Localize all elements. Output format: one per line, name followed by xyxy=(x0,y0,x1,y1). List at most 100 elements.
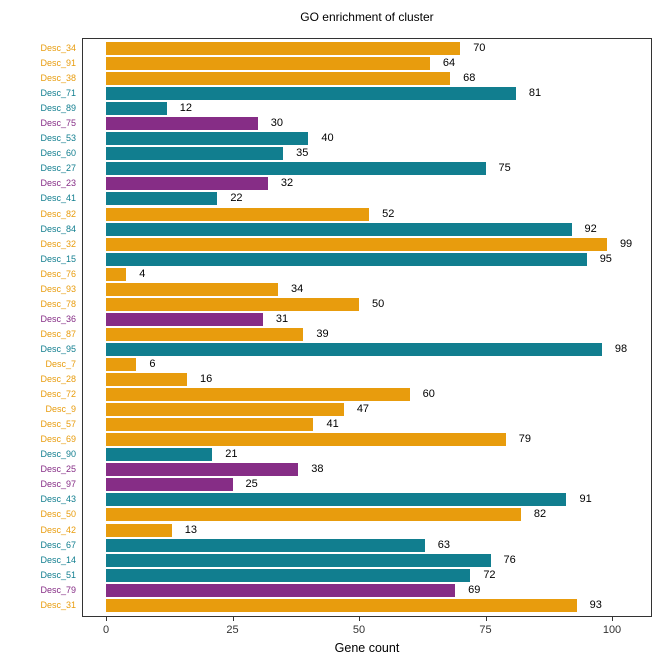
bar xyxy=(106,147,284,161)
bar-zone: 72 xyxy=(76,568,652,583)
bar xyxy=(106,252,587,266)
y-axis-label: Desc_51 xyxy=(40,569,76,580)
bar xyxy=(106,57,430,71)
y-axis-label: Desc_89 xyxy=(40,103,76,114)
bar xyxy=(106,478,233,492)
bar-value-label: 31 xyxy=(275,312,289,325)
bar-zone: 40 xyxy=(76,131,652,146)
bar-zone: 25 xyxy=(76,477,652,492)
bar-row: Desc_34 70 xyxy=(0,41,652,56)
bar xyxy=(106,583,456,597)
bar-value-label: 35 xyxy=(296,147,309,160)
bar-zone: 75 xyxy=(76,161,652,176)
bar-zone: 60 xyxy=(76,387,652,402)
bar-value-label: 47 xyxy=(356,403,370,416)
bar-zone: 32 xyxy=(76,176,652,191)
bar xyxy=(106,222,572,236)
bar-value-label: 69 xyxy=(468,583,481,596)
bar-zone: 22 xyxy=(76,191,652,206)
y-axis-label: Desc_71 xyxy=(40,88,76,99)
y-axis-label: Desc_90 xyxy=(40,449,76,460)
y-axis-label: Desc_36 xyxy=(40,313,76,324)
bar-row: Desc_95 98 xyxy=(0,342,652,357)
bar-row: Desc_67 63 xyxy=(0,538,652,553)
bar xyxy=(106,493,567,507)
y-axis-label: Desc_34 xyxy=(40,43,76,54)
bar xyxy=(106,463,299,477)
bar xyxy=(106,162,486,176)
bar-row: Desc_75 30 xyxy=(0,116,652,131)
bar-zone: 4 xyxy=(76,267,652,282)
x-axis: 0 25 50 75 100 xyxy=(82,617,652,647)
bar xyxy=(106,553,491,567)
bar-row: Desc_41 22 xyxy=(0,191,652,206)
bar-zone: 68 xyxy=(76,71,652,86)
bar xyxy=(106,117,258,131)
y-axis-label: Desc_97 xyxy=(40,479,76,490)
bar-value-label: 41 xyxy=(326,418,339,431)
bar-zone: 6 xyxy=(76,357,652,372)
y-axis-label: Desc_50 xyxy=(40,509,76,520)
y-axis-label: Desc_82 xyxy=(40,208,76,219)
y-axis-label: Desc_23 xyxy=(40,178,76,189)
bar-row: Desc_72 60 xyxy=(0,387,652,402)
bar-row: Desc_91 64 xyxy=(0,56,652,71)
bar-row: Desc_84 92 xyxy=(0,222,652,237)
bar-value-label: 21 xyxy=(225,448,238,461)
bar xyxy=(106,538,425,552)
bar xyxy=(106,237,607,251)
bar-value-label: 81 xyxy=(528,87,542,100)
bar xyxy=(106,448,213,462)
bar-value-label: 82 xyxy=(533,508,547,521)
x-tick-label: 0 xyxy=(102,624,110,636)
bar-zone: 81 xyxy=(76,86,652,101)
bar-value-label: 50 xyxy=(372,297,385,310)
bar-zone: 41 xyxy=(76,417,652,432)
bar-row: Desc_79 69 xyxy=(0,583,652,598)
bar-row: Desc_9 47 xyxy=(0,402,652,417)
bar-row: Desc_57 41 xyxy=(0,417,652,432)
bar-value-label: 98 xyxy=(614,342,628,355)
bar xyxy=(106,568,471,582)
y-axis-label: Desc_79 xyxy=(40,584,76,595)
bar xyxy=(106,87,516,101)
bar-zone: 92 xyxy=(76,222,652,237)
bar-zone: 12 xyxy=(76,101,652,116)
bar-zone: 16 xyxy=(76,372,652,387)
bar-value-label: 40 xyxy=(321,132,334,145)
bar-zone: 47 xyxy=(76,402,652,417)
bar xyxy=(106,192,218,206)
y-axis-label: Desc_93 xyxy=(40,283,76,294)
bar-row: Desc_53 40 xyxy=(0,131,652,146)
y-axis-label: Desc_60 xyxy=(40,148,76,159)
bar-value-label: 95 xyxy=(599,252,612,265)
bar-value-label: 22 xyxy=(230,192,243,205)
bar-value-label: 39 xyxy=(316,327,329,340)
bar-value-label: 79 xyxy=(518,433,531,446)
x-tick-label: 50 xyxy=(352,624,366,636)
bar-zone: 13 xyxy=(76,523,652,538)
bar-value-label: 75 xyxy=(498,162,511,175)
bar-row: Desc_27 75 xyxy=(0,161,652,176)
y-axis-label: Desc_75 xyxy=(40,118,76,129)
y-axis-label: Desc_32 xyxy=(40,238,76,249)
y-axis-label: Desc_28 xyxy=(40,374,76,385)
bar-value-label: 6 xyxy=(149,358,156,370)
bar-value-label: 70 xyxy=(473,42,486,55)
y-axis-label: Desc_53 xyxy=(40,133,76,144)
bar xyxy=(106,282,279,296)
bar xyxy=(106,297,359,311)
bar xyxy=(106,508,521,522)
bar-value-label: 34 xyxy=(291,282,304,295)
bar xyxy=(106,388,410,402)
bar-zone: 93 xyxy=(76,598,652,613)
bar-row: Desc_38 68 xyxy=(0,71,652,86)
y-axis-label: Desc_78 xyxy=(40,298,76,309)
bar-value-label: 63 xyxy=(437,538,451,551)
bar-row: Desc_69 79 xyxy=(0,432,652,447)
y-axis-label: Desc_14 xyxy=(40,554,76,565)
y-axis-label: Desc_43 xyxy=(40,494,76,505)
x-tick-label: 100 xyxy=(602,624,622,636)
bar-value-label: 32 xyxy=(280,177,294,190)
